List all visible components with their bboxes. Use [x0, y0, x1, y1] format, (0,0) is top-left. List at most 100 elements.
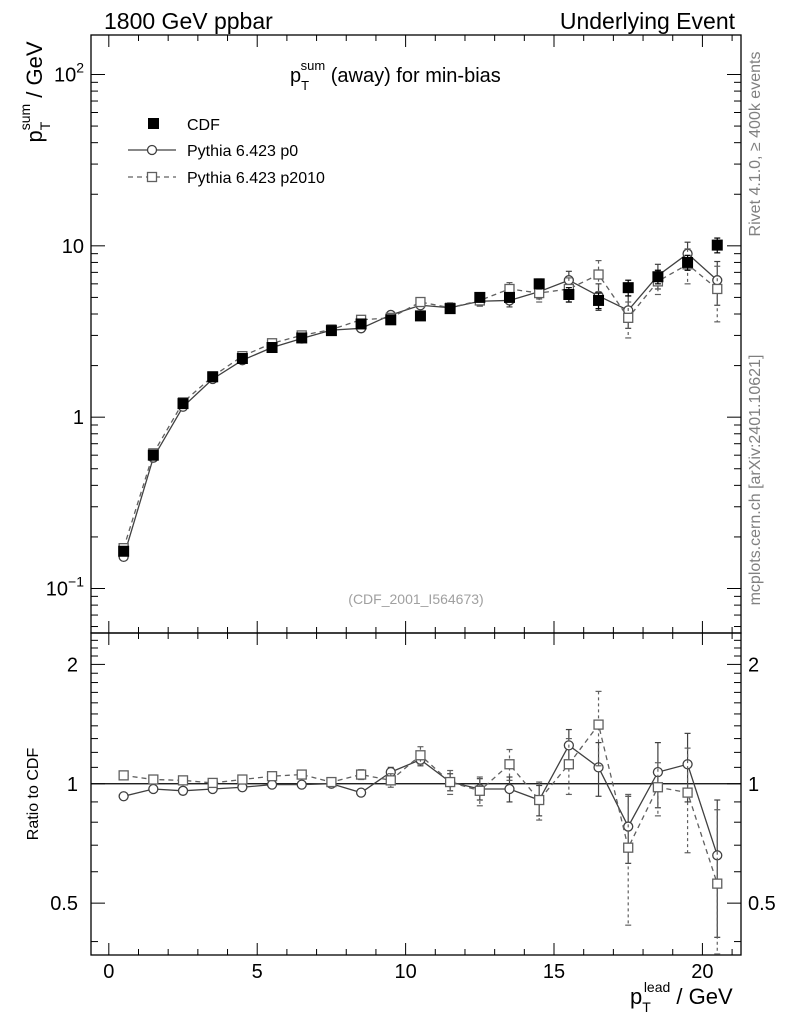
x-tick-label: 10	[394, 961, 416, 983]
ratio-p2010-point	[682, 787, 693, 798]
header-energy-label: 1800 GeV ppbar	[104, 8, 273, 34]
ratio-p2010-point	[148, 774, 159, 785]
main-p2010-point	[593, 269, 604, 280]
main-cdf-point	[444, 303, 456, 315]
main-cdf-point	[296, 332, 308, 344]
xlabel-p: p	[630, 984, 642, 1009]
main-cdf-point	[207, 371, 219, 383]
legend-label-cdf: CDF	[187, 117, 220, 134]
main-p2010-point	[415, 296, 426, 308]
svg-text:pTsum / GeV: pTsum / GeV	[17, 41, 53, 142]
data-layer	[118, 237, 723, 955]
main-cdf-point	[711, 239, 723, 251]
x-tick-label: 5	[252, 961, 263, 983]
main-cdf-point	[682, 256, 694, 268]
ratio-p2010-point	[177, 775, 189, 786]
main-cdf-point	[652, 271, 664, 283]
main-y-tick-label: 10	[62, 236, 84, 258]
ratio-y-tick-label-left: 1	[67, 774, 78, 796]
ratio-p0-point	[593, 762, 604, 773]
x-axis-title: pTlead / GeV	[630, 979, 733, 1015]
xlabel-sup: lead	[644, 979, 670, 995]
main-y-axis-title: pTsum / GeV	[17, 41, 53, 142]
tick-base: 1	[73, 407, 84, 429]
legend-label-p0: Pythia 6.423 p0	[187, 143, 298, 160]
main-cdf-point	[503, 291, 515, 303]
ylabel-sub: T	[37, 121, 53, 130]
analysis-id-label: (CDF_2001_I564673)	[348, 591, 483, 607]
ratio-p2010-point	[504, 759, 515, 770]
legend-marker-p2010	[146, 171, 158, 183]
x-tick-label: 15	[543, 961, 565, 983]
x-tick-label: 0	[103, 961, 114, 983]
tick-base: 10	[62, 236, 84, 258]
mcplots-label: mcplots.cern.ch [arXiv:2401.10621]	[747, 355, 764, 606]
ratio-y-tick-label-right: 0.5	[748, 893, 776, 915]
main-cdf-point	[593, 294, 605, 306]
legend-label-p2010: Pythia 6.423 p2010	[187, 170, 325, 187]
main-cdf-point	[385, 314, 397, 326]
main-p2010-point	[712, 283, 723, 295]
ratio-p2010-point	[623, 842, 634, 853]
main-cdf-point	[474, 291, 486, 303]
xlabel-sub: T	[642, 999, 651, 1015]
main-cdf-point	[266, 342, 278, 354]
ratio-p0-point	[296, 779, 307, 790]
ratio-p2010-point	[712, 878, 723, 889]
ratio-p2010-point	[444, 776, 456, 788]
tick-base: 10	[46, 579, 68, 601]
ratio-p0-point	[504, 783, 515, 795]
ratio-p2010-point	[563, 759, 575, 770]
main-p2010-point	[534, 287, 545, 299]
ratio-p2010-point	[118, 770, 129, 781]
title-sub: T	[301, 78, 309, 93]
main-cdf-point	[236, 352, 248, 364]
main-cdf-point	[325, 325, 337, 337]
main-y-tick-label: 1	[73, 407, 84, 429]
ratio-p2010-point	[474, 785, 485, 796]
ratio-y-tick-label-right: 2	[748, 654, 759, 676]
ratio-y-tick-label-left: 0.5	[50, 893, 78, 915]
ratio-p2010-point	[355, 769, 367, 780]
ratio-p2010-point	[534, 794, 545, 806]
ratio-y-tick-label-right: 1	[748, 774, 759, 796]
ratio-p2010-point	[266, 771, 278, 782]
main-p2010-point	[623, 312, 634, 323]
main-y-tick-label: 102	[54, 59, 84, 86]
main-cdf-point	[414, 310, 426, 322]
ratio-y-tick-label-left: 2	[67, 654, 78, 676]
ratio-p2010-point	[237, 774, 248, 785]
main-cdf-point	[355, 318, 367, 330]
ratio-panel-frame	[90, 632, 742, 956]
main-cdf-point	[622, 282, 634, 294]
ratio-p0-point	[177, 785, 189, 796]
main-cdf-point	[147, 449, 159, 461]
xlabel-rest: / GeV	[670, 984, 733, 1009]
main-p2010-series-line	[123, 263, 718, 549]
ratio-p2010-point	[326, 776, 337, 788]
main-plot-title: pTsum (away) for min-bias	[290, 58, 501, 93]
legend-marker-p0	[146, 144, 158, 156]
title-sup: sum	[301, 58, 326, 73]
legend-marker-cdf	[148, 118, 159, 129]
x-tick-label: 20	[691, 961, 713, 983]
ylabel-p: p	[22, 130, 47, 142]
tick-exponent: −1	[68, 574, 84, 590]
ratio-p0-point	[266, 779, 278, 790]
header-process-label: Underlying Event	[560, 8, 736, 34]
ratio-p2010-point	[652, 782, 664, 793]
ratio-p2010-point	[593, 719, 604, 730]
title-rest: (away) for min-bias	[325, 65, 501, 87]
ratio-p2010-point	[385, 775, 396, 786]
tick-base: 10	[54, 64, 76, 86]
ratio-p2010-point	[296, 769, 307, 780]
ylabel-sup: sum	[17, 104, 33, 130]
ratio-p2010-point	[207, 777, 218, 789]
title-p: p	[290, 65, 301, 87]
ylabel-rest: / GeV	[22, 41, 47, 104]
ratio-p0-point	[148, 783, 159, 795]
main-y-tick-label: 10−1	[46, 574, 84, 601]
tick-exponent: 2	[76, 59, 84, 75]
